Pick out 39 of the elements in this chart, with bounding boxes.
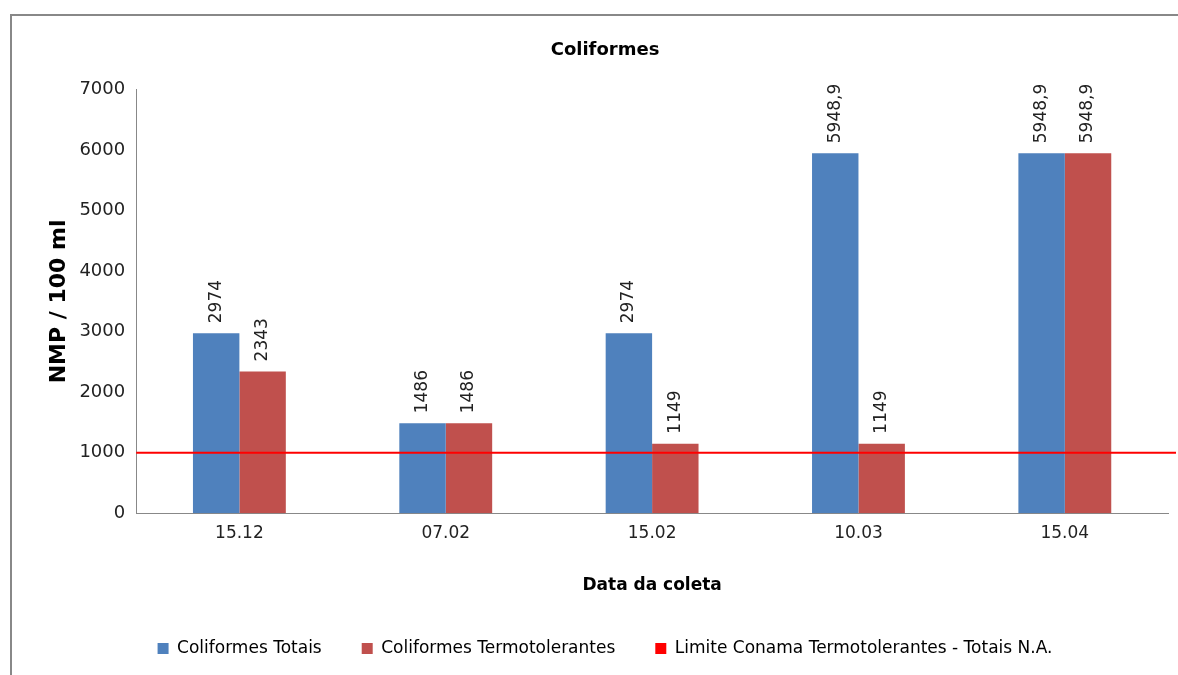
x-tick-label: 15.04 [1040,521,1090,542]
data-label: 1149 [663,390,684,434]
bar [1018,153,1065,514]
y-tick-label: 6000 [79,137,126,159]
bar [652,443,699,514]
chart-title: Coliformes [550,38,660,60]
data-label: 5948,9 [823,83,844,144]
x-tick-label: 07.02 [421,521,471,542]
y-tick-label: 5000 [79,198,126,220]
x-tick-label: 15.02 [627,521,677,542]
x-tick-label: 10.03 [834,521,883,542]
legend-label: Coliformes Totais [177,636,322,657]
legend-label: Coliformes Termotolerantes [381,636,616,657]
data-label: 5948,9 [1030,83,1051,144]
x-axis-title: Data da coleta [582,574,722,595]
data-label: 1149 [870,390,891,434]
y-tick-label: 3000 [79,319,126,341]
y-tick-label: 2000 [79,379,126,401]
data-label: 1486 [457,370,478,414]
bar [812,153,859,514]
bar [605,333,653,514]
bar [858,443,905,514]
data-label: 2343 [251,318,272,362]
bar [239,371,286,514]
y-tick-label: 4000 [79,258,126,280]
x-tick-label: 15.12 [215,521,264,542]
y-tick-label: 1000 [79,440,126,462]
data-label: 2974 [204,279,225,324]
y-tick-label: 0 [113,500,126,522]
y-tick-label: 7000 [79,77,126,99]
legend-label: Limite Conama Termotolerantes - Totais N.A. [674,636,1053,657]
bar [1064,153,1112,514]
bar [399,423,446,514]
y-axis-title: NMP / 100 ml [44,219,70,384]
bar [192,333,240,514]
data-label: 5948,9 [1076,83,1097,144]
data-label: 2974 [617,279,638,324]
bar [445,423,493,514]
data-label: 1486 [410,370,431,414]
